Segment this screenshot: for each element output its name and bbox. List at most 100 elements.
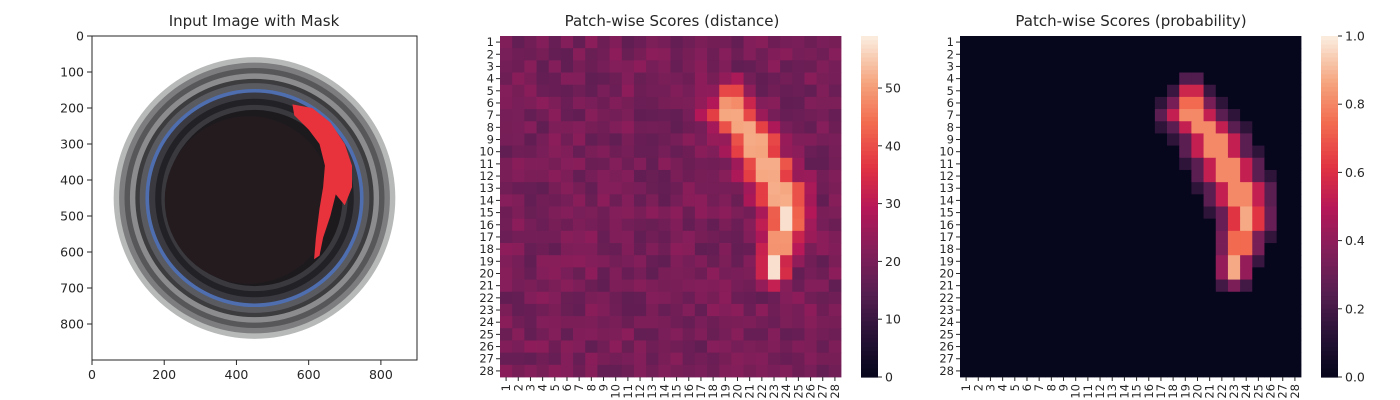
colorbar-segment xyxy=(861,317,878,323)
heatmap-cell xyxy=(1008,145,1022,159)
heatmap-cell xyxy=(1154,84,1168,98)
heatmap-cell xyxy=(816,48,830,61)
heatmap-cell xyxy=(633,133,647,147)
heatmap-cell xyxy=(804,121,818,134)
heatmap-cell xyxy=(1154,133,1168,147)
heatmap-cell xyxy=(1057,109,1071,122)
colorbar-segment xyxy=(1321,176,1338,182)
heatmap-cell xyxy=(621,72,635,86)
heatmap-cell xyxy=(767,84,781,98)
heatmap-cell xyxy=(1106,218,1119,232)
heatmap-cell xyxy=(682,194,696,207)
x-tick-label: 2 xyxy=(971,384,985,391)
heatmap-cell xyxy=(1240,316,1253,329)
heatmap-cell xyxy=(1093,352,1107,366)
heatmap-cell xyxy=(524,182,537,195)
heatmap-cell xyxy=(1215,206,1229,220)
image-frame xyxy=(91,35,418,361)
heatmap-cell xyxy=(585,157,598,171)
heatmap-cell xyxy=(621,169,635,183)
heatmap-cell xyxy=(1130,218,1144,232)
heatmap-cell xyxy=(1118,218,1131,232)
heatmap-cell xyxy=(694,60,708,73)
heatmap-cell xyxy=(536,133,550,147)
heatmap-cell xyxy=(1288,133,1302,147)
colorbar-segment xyxy=(1321,206,1338,212)
heatmap-cell xyxy=(609,48,623,61)
heatmap-cell xyxy=(1203,218,1217,232)
heatmap-cell xyxy=(1093,194,1107,207)
heatmap-cell xyxy=(1288,230,1302,244)
heatmap-cell xyxy=(1227,352,1241,366)
colorbar-segment xyxy=(1321,338,1338,344)
heatmap-cell xyxy=(633,157,647,171)
heatmap-cell xyxy=(1142,169,1156,183)
heatmap-cell xyxy=(1093,316,1107,329)
heatmap-cell xyxy=(548,218,562,232)
heatmap-cell xyxy=(960,328,973,341)
heatmap-cell xyxy=(960,36,973,49)
y-tick-label: 2 xyxy=(487,47,494,61)
heatmap-cell xyxy=(731,145,744,159)
heatmap-cell xyxy=(1240,303,1253,317)
heatmap-cell xyxy=(1093,267,1107,280)
heatmap-cell xyxy=(646,291,659,305)
heatmap-cell xyxy=(500,328,513,341)
colorbar-segment xyxy=(861,121,878,127)
heatmap-cell xyxy=(573,182,586,195)
heatmap-cell xyxy=(597,230,611,244)
heatmap-cell xyxy=(996,121,1010,134)
heatmap-cell xyxy=(1093,169,1107,183)
heatmap-cell xyxy=(609,255,623,268)
heatmap-cell xyxy=(524,48,537,61)
y-tick-label: 21 xyxy=(939,279,954,293)
heatmap-cell xyxy=(1045,96,1058,110)
y-tick-label: 8 xyxy=(947,120,954,134)
heatmap-cell xyxy=(828,218,842,232)
heatmap-cell xyxy=(1106,96,1119,110)
colorbar-segment xyxy=(1321,129,1338,135)
heatmap-cell xyxy=(960,291,973,305)
heatmap-cell xyxy=(828,303,842,317)
heatmap-cell xyxy=(1264,340,1278,354)
heatmap-cell xyxy=(767,218,781,232)
x-tick-label: 9 xyxy=(597,384,611,391)
colorbar-segment xyxy=(861,206,878,212)
heatmap-cell xyxy=(670,194,684,207)
colorbar-segment xyxy=(1321,159,1338,165)
colorbar-segment xyxy=(861,163,878,169)
heatmap-cell xyxy=(1093,206,1107,220)
heatmap-cell xyxy=(1081,182,1095,195)
heatmap-cell xyxy=(1069,279,1083,293)
heatmap-cell xyxy=(1093,340,1107,354)
heatmap-cell xyxy=(1106,364,1119,378)
heatmap-cell xyxy=(972,364,985,378)
heatmap-cell xyxy=(500,96,513,110)
heatmap-cell xyxy=(792,267,805,280)
heatmap-cell xyxy=(1215,267,1229,280)
heatmap-cell xyxy=(1142,206,1156,220)
heatmap-cell xyxy=(1057,364,1071,378)
heatmap-cell xyxy=(743,291,757,305)
heatmap-cell xyxy=(767,169,781,183)
heatmap-cell xyxy=(828,279,842,293)
heatmap-cell xyxy=(1093,255,1107,268)
heatmap-cell xyxy=(694,230,708,244)
heatmap-cell xyxy=(780,230,793,244)
heatmap-cell xyxy=(1240,60,1253,73)
heatmap-cell xyxy=(682,230,696,244)
heatmap-cell xyxy=(1033,291,1046,305)
heatmap-cell xyxy=(1057,279,1071,293)
heatmap-cell xyxy=(1264,279,1278,293)
heatmap-cell xyxy=(633,364,647,378)
heatmap-cell xyxy=(500,109,513,122)
heatmap-cell xyxy=(1057,169,1071,183)
heatmap-cell xyxy=(1191,182,1204,195)
heatmap-cell xyxy=(984,60,997,73)
heatmap-cell xyxy=(646,133,659,147)
colorbar-segment xyxy=(1321,202,1338,208)
heatmap-cell xyxy=(658,243,671,256)
colorbar-segment xyxy=(1321,99,1338,105)
heatmap-cell xyxy=(573,352,586,366)
heatmap-cell xyxy=(1069,352,1083,366)
